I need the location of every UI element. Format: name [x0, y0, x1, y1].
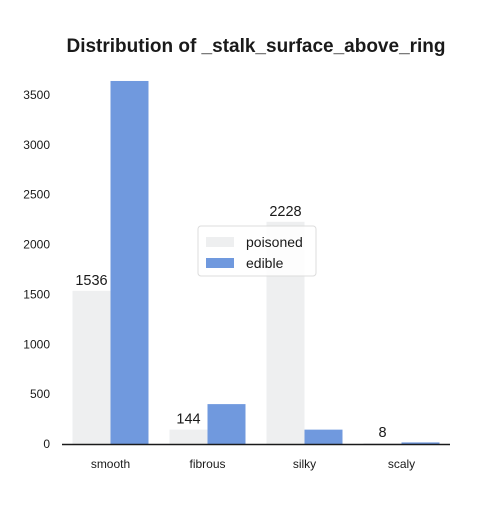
bar-edible-fibrous — [207, 404, 246, 444]
bar-edible-silky — [304, 429, 343, 444]
legend-label-edible: edible — [246, 255, 284, 271]
data-labels: 1536 144 2228 8 — [75, 204, 386, 441]
legend-swatch-edible — [206, 258, 234, 268]
bar-edible-smooth — [110, 80, 149, 444]
data-label-poisoned-smooth: 1536 — [75, 273, 107, 289]
bar-poisoned-fibrous — [169, 429, 208, 444]
x-tick-label: fibrous — [189, 457, 225, 471]
bar-poisoned-scaly — [363, 443, 402, 444]
bar-poisoned-smooth — [72, 290, 111, 444]
x-tick-label: smooth — [91, 457, 130, 471]
x-tick-label: silky — [293, 457, 316, 471]
y-tick-label: 500 — [30, 387, 50, 401]
y-tick-label: 2000 — [23, 238, 50, 252]
legend: poisoned edible — [197, 225, 317, 277]
data-label-poisoned-scaly: 8 — [378, 425, 386, 441]
y-tick-label: 3500 — [23, 88, 50, 102]
data-label-poisoned-silky: 2228 — [269, 204, 301, 220]
data-label-poisoned-fibrous: 144 — [176, 412, 200, 428]
legend-label-poisoned: poisoned — [246, 234, 303, 250]
y-tick-label: 0 — [43, 437, 50, 451]
chart-title: Distribution of _stalk_surface_above_rin… — [66, 36, 445, 57]
y-axis-ticks: 0 500 1000 1500 2000 2500 3000 3500 — [23, 88, 50, 451]
x-axis-ticks: smooth fibrous silky scaly — [91, 457, 415, 471]
legend-swatch-poisoned — [206, 237, 234, 247]
y-tick-label: 1500 — [23, 287, 50, 301]
x-tick-label: scaly — [388, 457, 415, 471]
y-tick-label: 2500 — [23, 188, 50, 202]
y-tick-label: 3000 — [23, 138, 50, 152]
bar-edible-scaly — [401, 442, 440, 444]
y-tick-label: 1000 — [23, 337, 50, 351]
